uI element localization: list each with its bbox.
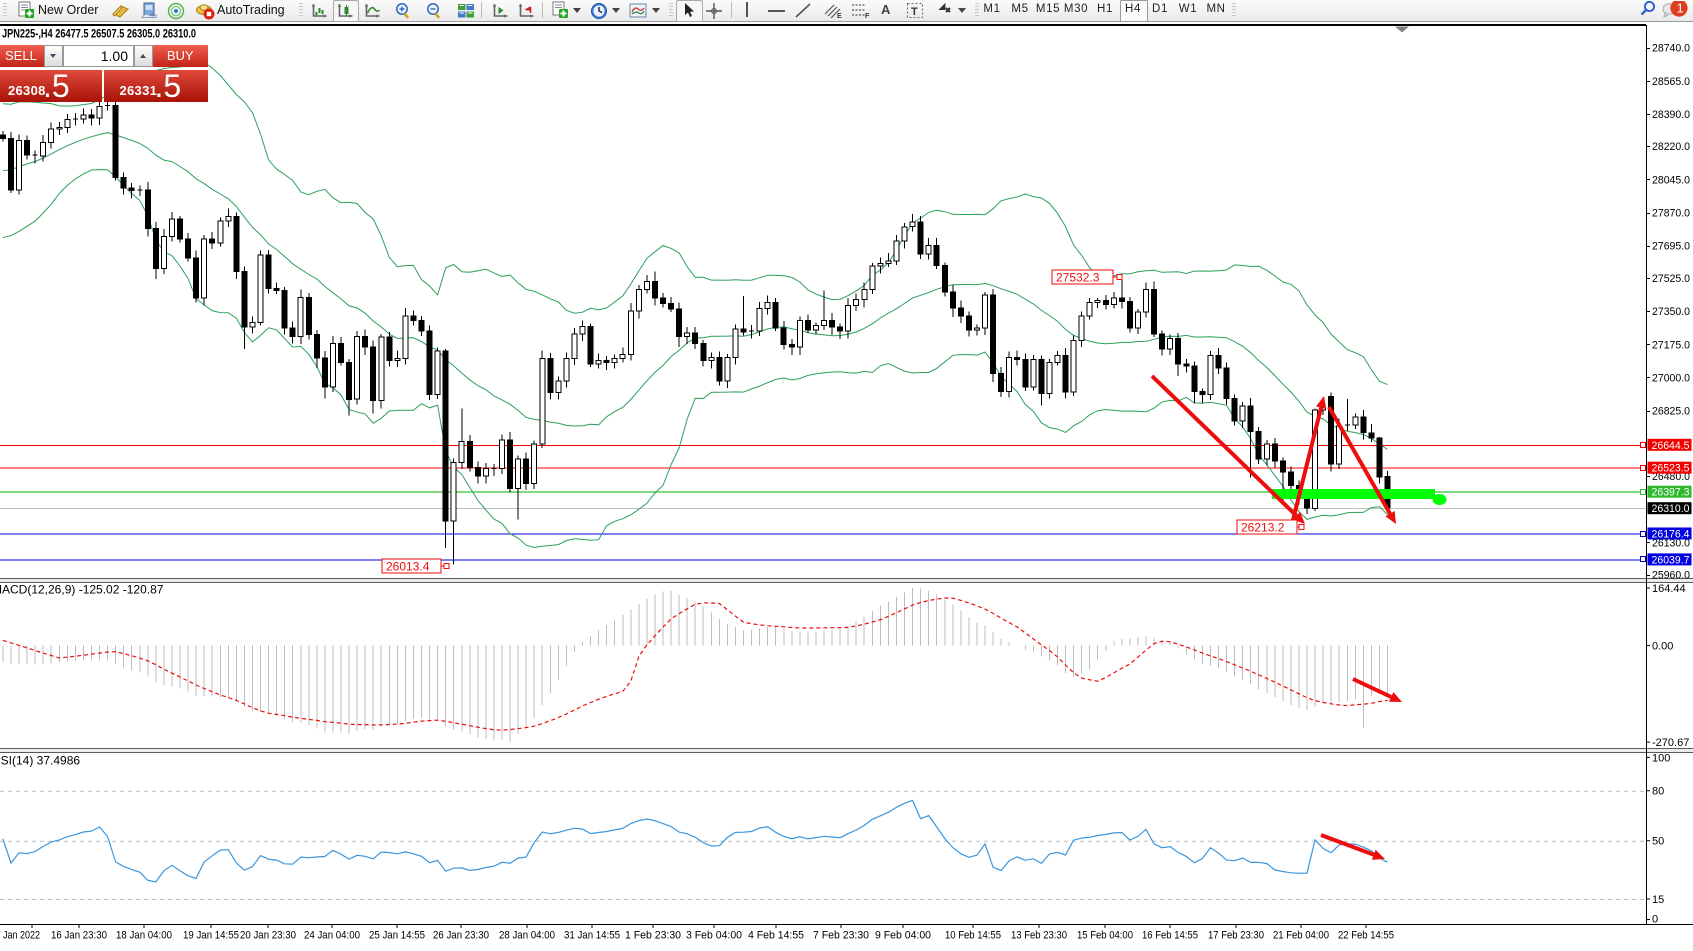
svg-text:10 Feb 14:55: 10 Feb 14:55 — [945, 930, 1001, 942]
svg-text:0: 0 — [1652, 914, 1658, 926]
svg-text:15: 15 — [1652, 894, 1664, 906]
svg-text:31 Jan 14:55: 31 Jan 14:55 — [564, 930, 620, 942]
svg-text:26480.0: 26480.0 — [1652, 471, 1690, 483]
svg-text:7 Feb 23:30: 7 Feb 23:30 — [813, 930, 869, 942]
svg-text:28045.0: 28045.0 — [1652, 174, 1690, 186]
svg-text:17 Feb 23:30: 17 Feb 23:30 — [1208, 930, 1264, 942]
svg-text:26310.0: 26310.0 — [1652, 503, 1690, 515]
svg-text:26013.4: 26013.4 — [386, 560, 430, 574]
svg-text:15 Feb 04:00: 15 Feb 04:00 — [1077, 930, 1133, 942]
svg-text:27000.0: 27000.0 — [1652, 372, 1690, 384]
svg-text:26130.0: 26130.0 — [1652, 537, 1690, 549]
svg-text:JPN225-,H4 26477.5 26507.5 26: JPN225-,H4 26477.5 26507.5 26305.0 26310… — [2, 29, 196, 41]
svg-text:26397.3: 26397.3 — [1652, 487, 1690, 499]
svg-text:19 Jan 14:55: 19 Jan 14:55 — [183, 930, 239, 942]
svg-text:50: 50 — [1652, 836, 1664, 848]
svg-text:T: T — [911, 6, 918, 18]
svg-text:-270.67: -270.67 — [1652, 737, 1689, 749]
svg-text:MACD(12,26,9) -125.02 -120.87: MACD(12,26,9) -125.02 -120.87 — [0, 583, 164, 597]
svg-text:0.00: 0.00 — [1652, 641, 1673, 653]
svg-text:26523.5: 26523.5 — [1652, 463, 1690, 475]
svg-text:27870.0: 27870.0 — [1652, 208, 1690, 220]
svg-text:26 Jan 23:30: 26 Jan 23:30 — [433, 930, 489, 942]
svg-text:18 Jan 04:00: 18 Jan 04:00 — [116, 930, 172, 942]
svg-text:E: E — [837, 13, 842, 19]
svg-text:F: F — [865, 13, 870, 19]
svg-text:27695.0: 27695.0 — [1652, 241, 1690, 253]
svg-text:26825.0: 26825.0 — [1652, 406, 1690, 418]
svg-text:28390.0: 28390.0 — [1652, 109, 1690, 121]
svg-text:100: 100 — [1652, 752, 1670, 764]
svg-text:26644.5: 26644.5 — [1652, 440, 1690, 452]
svg-text:27532.3: 27532.3 — [1056, 271, 1100, 285]
svg-text:21 Feb 04:00: 21 Feb 04:00 — [1273, 930, 1329, 942]
svg-text:1 Feb 23:30: 1 Feb 23:30 — [625, 930, 681, 942]
svg-text:26176.4: 26176.4 — [1652, 529, 1690, 541]
svg-text:164.44: 164.44 — [1652, 583, 1686, 595]
svg-text:16 Feb 14:55: 16 Feb 14:55 — [1142, 930, 1198, 942]
svg-text:80: 80 — [1652, 786, 1664, 798]
svg-text:27525.0: 27525.0 — [1652, 273, 1690, 285]
svg-text:27175.0: 27175.0 — [1652, 339, 1690, 351]
svg-text:25960.0: 25960.0 — [1652, 570, 1690, 582]
svg-text:4 Feb 14:55: 4 Feb 14:55 — [748, 930, 804, 942]
svg-text:28565.0: 28565.0 — [1652, 76, 1690, 88]
svg-text:9 Feb 04:00: 9 Feb 04:00 — [875, 930, 931, 942]
svg-text:22 Feb 14:55: 22 Feb 14:55 — [1338, 930, 1394, 942]
svg-text:28220.0: 28220.0 — [1652, 141, 1690, 153]
svg-text:Jan 2022: Jan 2022 — [3, 930, 40, 942]
svg-text:28 Jan 04:00: 28 Jan 04:00 — [499, 930, 555, 942]
svg-text:27350.0: 27350.0 — [1652, 306, 1690, 318]
svg-text:25 Jan 14:55: 25 Jan 14:55 — [369, 930, 425, 942]
svg-text:13 Feb 23:30: 13 Feb 23:30 — [1011, 930, 1067, 942]
svg-text:3 Feb 04:00: 3 Feb 04:00 — [686, 930, 742, 942]
svg-text:16 Jan 23:30: 16 Jan 23:30 — [51, 930, 107, 942]
svg-text:1: 1 — [1677, 1, 1684, 16]
svg-text:26213.2: 26213.2 — [1241, 521, 1285, 535]
svg-text:28740.0: 28740.0 — [1652, 43, 1690, 55]
svg-text:RSI(14) 37.4986: RSI(14) 37.4986 — [0, 754, 80, 768]
svg-text:20 Jan 23:30: 20 Jan 23:30 — [240, 930, 296, 942]
svg-text:26039.7: 26039.7 — [1652, 554, 1690, 566]
svg-text:24 Jan 04:00: 24 Jan 04:00 — [304, 930, 360, 942]
